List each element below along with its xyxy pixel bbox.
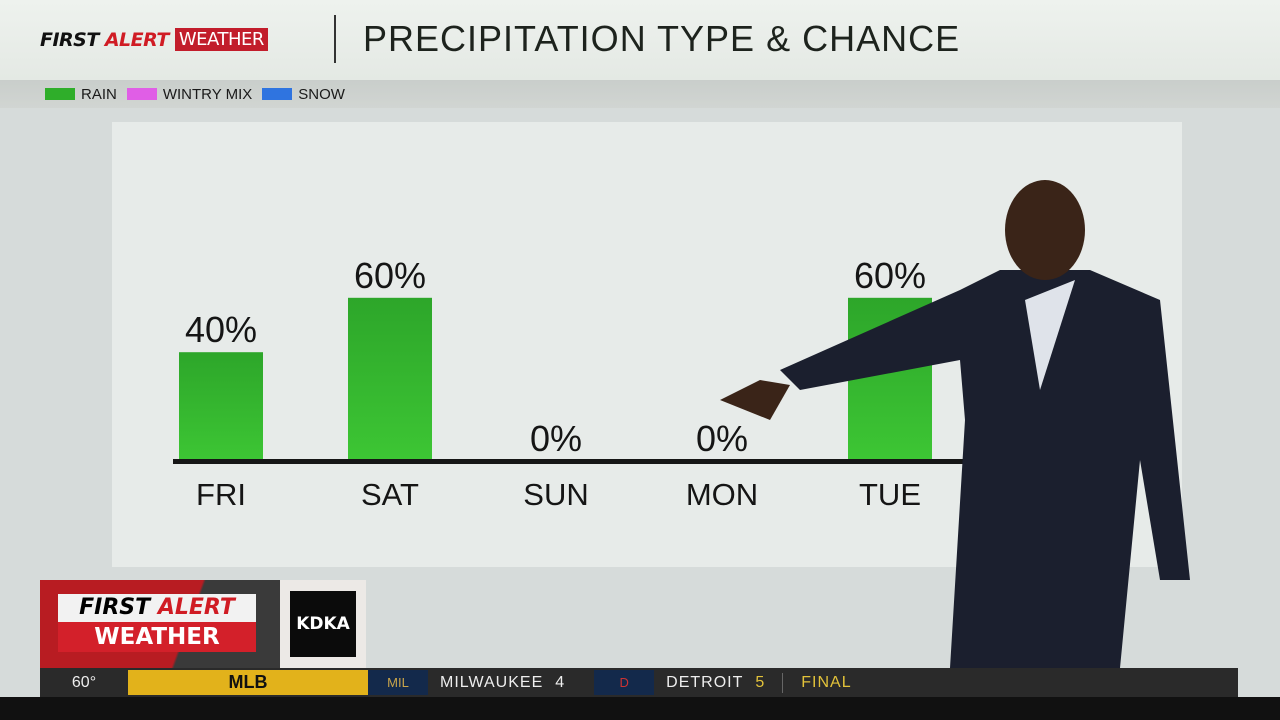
station-name: KDKA [290, 591, 356, 657]
data-label: 60% [854, 255, 926, 296]
rain-swatch [45, 87, 75, 100]
brand-first: FIRST [40, 28, 99, 51]
legend-rain: RAIN [45, 86, 117, 103]
bar-fri [179, 352, 263, 461]
tick-label: SUN [523, 477, 588, 512]
logo-line2: WEATHER [58, 622, 256, 652]
legend: RAIN WINTRY MIX SNOW [0, 80, 1280, 108]
bottom-bar [0, 697, 1280, 720]
game-status: FINAL [801, 673, 852, 691]
data-label: 0% [696, 418, 748, 459]
station-logo: KDKA [280, 580, 366, 668]
legend-label: WINTRY MIX [162, 85, 253, 103]
team1-name: MILWAUKEE [440, 673, 544, 691]
page-title: PRECIPITATION TYPE & CHANCE [363, 18, 961, 59]
data-label: 40% [185, 309, 257, 350]
wintry-swatch [126, 87, 157, 100]
team1-score: 4 [555, 673, 565, 691]
tigers-logo-icon: D [594, 670, 655, 695]
brewers-logo-icon: MIL [368, 670, 428, 695]
ticker-separator [782, 672, 784, 693]
legend-label: SNOW [298, 85, 345, 103]
tick-label: FRI [196, 477, 246, 512]
data-label: 60% [354, 255, 426, 296]
snow-swatch [262, 87, 293, 100]
league-label: MLB [128, 670, 368, 695]
temperature: 60° [71, 673, 97, 691]
logo-line1: FIRST ALERT [58, 594, 256, 622]
tick-label: SAT [361, 477, 419, 512]
brand-alert: ALERT [104, 28, 170, 51]
bar-sat [348, 297, 432, 461]
header: FIRST ALERT WEATHER PRECIPITATION TYPE &… [0, 0, 1280, 80]
team2-score: 5 [755, 673, 765, 691]
legend-snow: SNOW [262, 86, 345, 103]
header-divider [334, 15, 336, 63]
tick-label: MON [686, 477, 758, 512]
data-label: 0% [530, 418, 582, 459]
brand-logo: FIRST ALERT WEATHER [40, 28, 268, 51]
team2-name: DETROIT [666, 673, 744, 691]
first-alert-weather-logo: FIRST ALERT WEATHER [40, 580, 280, 668]
baseline [173, 459, 973, 464]
brand-weather: WEATHER [174, 28, 268, 51]
legend-wintry-mix: WINTRY MIX [126, 85, 253, 103]
logo-first: FIRST [79, 595, 151, 620]
score-ticker: 60° MLB MIL MILWAUKEE 4 D DETROIT 5 FINA… [40, 668, 1238, 697]
logo-alert: ALERT [157, 595, 235, 620]
tick-label: TUE [859, 477, 921, 512]
legend-label: RAIN [81, 85, 117, 103]
